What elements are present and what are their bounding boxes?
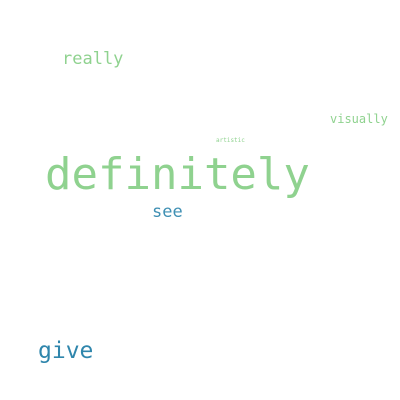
word-visually: visually: [330, 112, 388, 126]
word-give: give: [38, 338, 94, 364]
word-definitely: definitely: [45, 149, 310, 200]
word-artistic: artistic: [216, 137, 245, 144]
word-really: really: [62, 49, 124, 69]
word-see: see: [152, 202, 183, 222]
